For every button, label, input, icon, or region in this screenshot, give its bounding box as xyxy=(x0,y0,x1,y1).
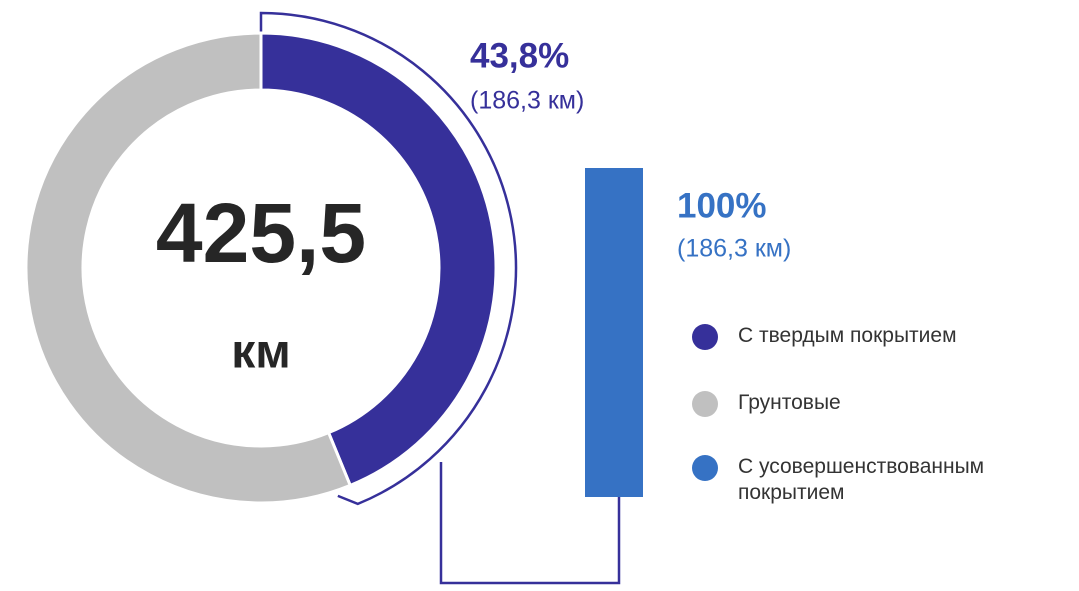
legend-label: С усовершенствованным покрытием xyxy=(738,455,985,504)
value-detail: (186,3 км) xyxy=(470,87,584,115)
donut-segment xyxy=(259,31,498,488)
legend-label: С твердым покрытием xyxy=(738,324,957,347)
center-unit: км xyxy=(231,326,291,379)
value-label: 100% xyxy=(677,186,767,225)
value-detail: (186,3 км) xyxy=(677,235,791,263)
legend-marker xyxy=(692,391,718,417)
connector xyxy=(439,462,621,585)
center-value: 425,5 xyxy=(156,186,366,280)
donut-segment xyxy=(24,31,353,505)
bracket xyxy=(259,11,518,506)
legend-marker xyxy=(692,455,718,481)
legend-label: Грунтовые xyxy=(738,391,841,414)
value-label: 43,8% xyxy=(470,36,569,75)
bar xyxy=(585,168,643,497)
legend-marker xyxy=(692,324,718,350)
